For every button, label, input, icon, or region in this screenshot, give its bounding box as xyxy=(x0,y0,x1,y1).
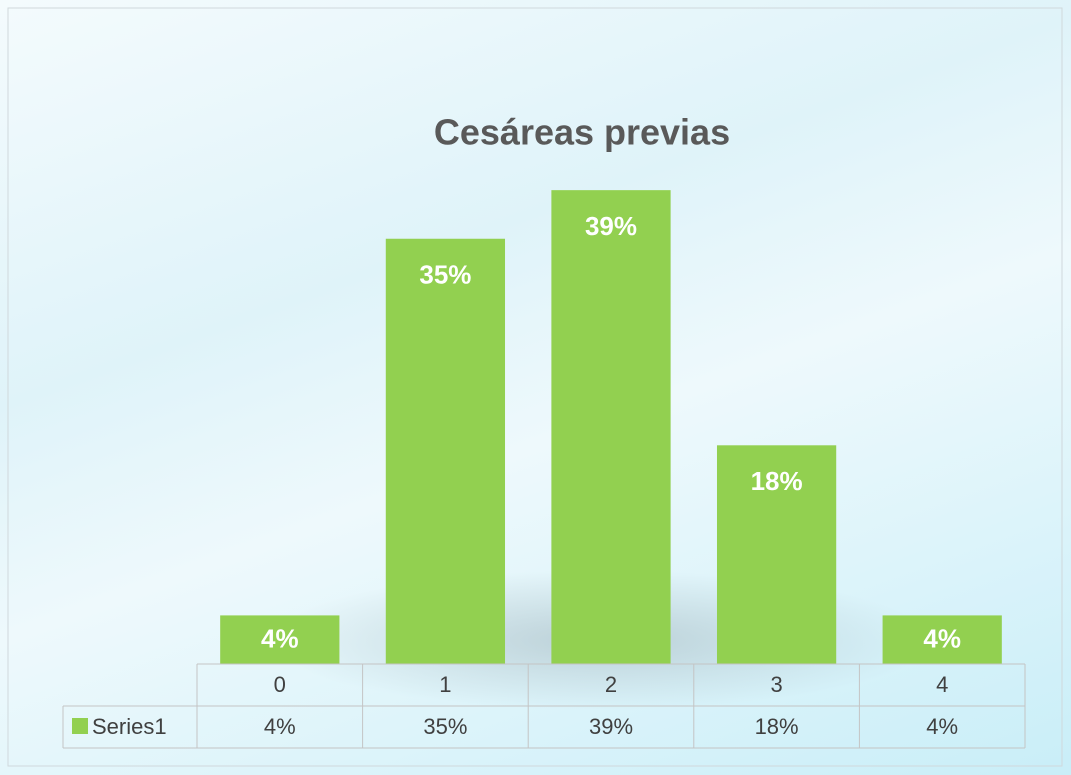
x-tick-label: 0 xyxy=(274,672,286,697)
table-value: 4% xyxy=(264,714,296,739)
table-value: 4% xyxy=(926,714,958,739)
bar xyxy=(385,238,506,664)
x-tick-label: 4 xyxy=(936,672,948,697)
table-value: 35% xyxy=(423,714,467,739)
table-value: 39% xyxy=(589,714,633,739)
x-tick-label: 2 xyxy=(605,672,617,697)
data-label: 39% xyxy=(585,211,637,241)
x-tick-label: 1 xyxy=(439,672,451,697)
bar xyxy=(220,615,340,664)
table-value: 18% xyxy=(755,714,799,739)
legend-label: Series1 xyxy=(92,714,167,739)
data-label: 18% xyxy=(751,466,803,496)
bar xyxy=(551,190,671,664)
bar xyxy=(882,615,1002,664)
bar xyxy=(716,445,837,664)
chart-border xyxy=(7,7,1063,767)
legend-key xyxy=(72,718,88,734)
chart-title: Cesáreas previas xyxy=(434,112,730,153)
data-label: 35% xyxy=(419,260,471,290)
x-tick-label: 3 xyxy=(770,672,782,697)
data-label: 4% xyxy=(261,624,299,654)
data-label: 4% xyxy=(923,624,961,654)
